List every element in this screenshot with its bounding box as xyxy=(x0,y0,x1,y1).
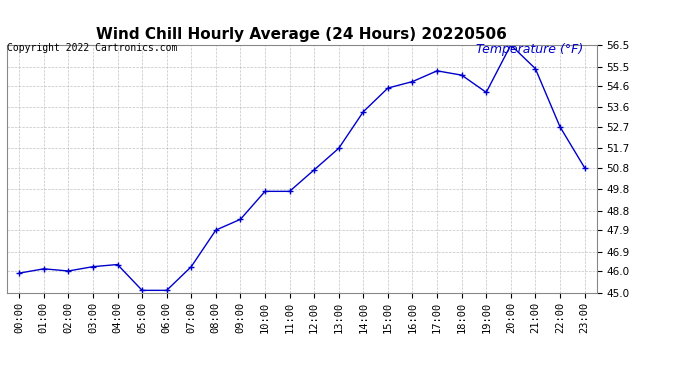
Title: Wind Chill Hourly Average (24 Hours) 20220506: Wind Chill Hourly Average (24 Hours) 202… xyxy=(97,27,507,42)
Text: Copyright 2022 Cartronics.com: Copyright 2022 Cartronics.com xyxy=(7,43,177,53)
Text: Temperature (°F): Temperature (°F) xyxy=(476,43,583,56)
